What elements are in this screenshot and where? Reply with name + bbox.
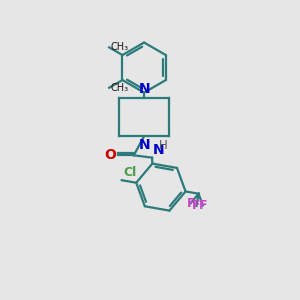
Text: N: N <box>138 82 150 96</box>
Text: Cl: Cl <box>123 166 136 179</box>
Text: F: F <box>199 199 207 212</box>
Text: CH₃: CH₃ <box>110 42 128 52</box>
Text: F: F <box>192 200 201 212</box>
Text: O: O <box>104 148 116 162</box>
Text: CH₃: CH₃ <box>110 83 128 93</box>
Text: F: F <box>186 197 195 210</box>
Text: N: N <box>138 138 150 152</box>
Text: H: H <box>159 139 168 152</box>
Text: N: N <box>153 143 165 157</box>
